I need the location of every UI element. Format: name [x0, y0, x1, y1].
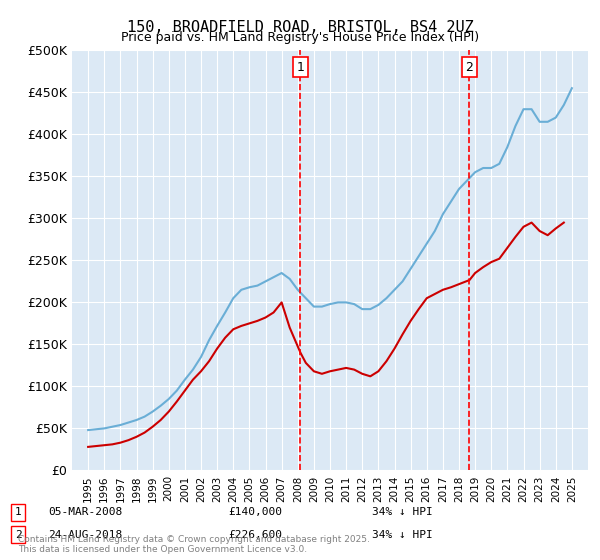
Text: Contains HM Land Registry data © Crown copyright and database right 2025.
This d: Contains HM Land Registry data © Crown c… [18, 535, 370, 554]
Text: 05-MAR-2008: 05-MAR-2008 [48, 507, 122, 517]
Text: Price paid vs. HM Land Registry's House Price Index (HPI): Price paid vs. HM Land Registry's House … [121, 31, 479, 44]
Text: 34% ↓ HPI: 34% ↓ HPI [372, 530, 433, 540]
Text: 1: 1 [14, 507, 22, 517]
Text: 34% ↓ HPI: 34% ↓ HPI [372, 507, 433, 517]
Text: £226,600: £226,600 [228, 530, 282, 540]
Text: 150, BROADFIELD ROAD, BRISTOL, BS4 2UZ: 150, BROADFIELD ROAD, BRISTOL, BS4 2UZ [127, 20, 473, 35]
Text: 2: 2 [14, 530, 22, 540]
Text: £140,000: £140,000 [228, 507, 282, 517]
Text: 24-AUG-2018: 24-AUG-2018 [48, 530, 122, 540]
Text: 1: 1 [296, 60, 304, 74]
Text: 2: 2 [466, 60, 473, 74]
